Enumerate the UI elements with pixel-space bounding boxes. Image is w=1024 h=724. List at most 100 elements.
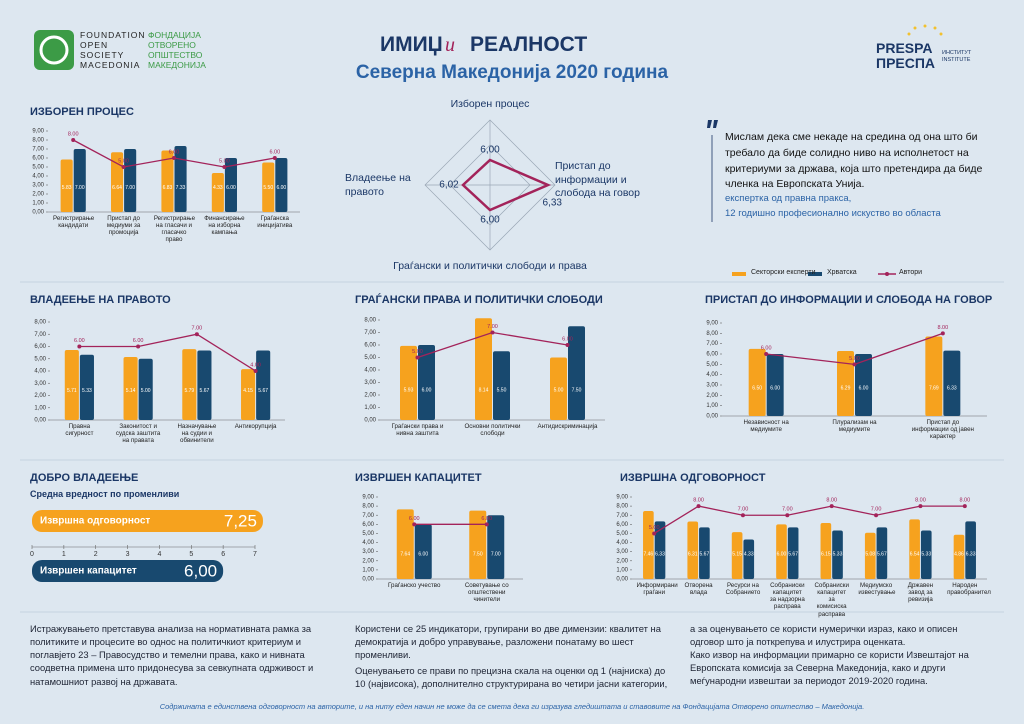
bar — [174, 146, 187, 212]
y-tick-label: 4,00 — [616, 540, 628, 546]
line-point — [852, 362, 857, 367]
bar — [123, 357, 138, 420]
y-tick-label: 4,00 — [706, 372, 718, 378]
line-point — [829, 504, 834, 509]
y-tick-label: 0,00 — [616, 577, 628, 583]
y-tick-label: 5,00 — [364, 355, 376, 361]
bar-value-label: 5.14 — [126, 388, 136, 394]
y-tick-label: 2,00 — [362, 558, 374, 564]
bar — [832, 530, 843, 579]
y-tick-label: 2,00 — [364, 393, 376, 399]
chart-title: ДОБРО ВЛАДЕЕЊЕ — [30, 472, 139, 484]
bar-value-label: 5.67 — [700, 552, 710, 558]
y-tick-label: 8,00 — [34, 320, 46, 326]
bar — [64, 350, 79, 420]
radar-value-label: 6,00 — [480, 145, 500, 156]
bar — [654, 521, 666, 579]
bar — [197, 350, 212, 420]
line-point — [740, 513, 745, 518]
line-point — [121, 165, 126, 169]
bar — [493, 351, 510, 420]
bar-value-label: 6.29 — [841, 385, 851, 391]
line-value-label: 7.00 — [871, 507, 882, 513]
x-tick-label: 5 — [189, 551, 193, 558]
logo-right-mk: ПРЕСПА — [876, 55, 936, 71]
line-point — [172, 156, 176, 160]
bar-value-label: 5.67 — [200, 388, 210, 394]
bar-value-label: 5.33 — [833, 552, 843, 558]
line-point — [484, 522, 489, 527]
chart-title: ПРИСТАП ДО ИНФОРМАЦИИ И СЛОБОДА НА ГОВОР — [705, 294, 993, 306]
line-value-label: 7.00 — [782, 507, 793, 513]
x-tick-label: Граѓански права и нивна заштита — [391, 423, 444, 438]
bar-value-label: 5.71 — [67, 388, 77, 394]
y-tick-label: 9,00 — [706, 321, 718, 327]
line-point — [565, 343, 570, 347]
line-value-label: 6.00 — [481, 516, 492, 522]
line — [79, 333, 256, 372]
x-tick-label: Отворена влада — [684, 582, 713, 597]
line-value-label: 8.00 — [959, 498, 970, 504]
y-tick-label: 5,00 — [706, 362, 718, 368]
footer-col2b: Оценувањето се прави по прецизна скала н… — [355, 665, 668, 690]
bar-value-label: 5.00 — [141, 388, 151, 394]
bar-value-label: 4.33 — [213, 185, 223, 191]
bar — [550, 357, 567, 420]
y-tick-label: 3,00 — [362, 549, 374, 555]
quote-author-detail: 12 годишно професионално искуство во обл… — [725, 208, 941, 219]
line-value-label: 5.00 — [118, 158, 129, 164]
bar — [876, 527, 888, 579]
y-tick-label: 5,00 — [34, 356, 46, 362]
line-value-label: 8.00 — [693, 498, 704, 504]
bar — [687, 521, 699, 579]
y-tick-label: 6,00 — [364, 343, 376, 349]
y-tick-label: 3,00 — [364, 380, 376, 386]
y-tick-label: 7,00 — [616, 513, 628, 519]
bar-value-label: 5.33 — [82, 388, 92, 394]
y-tick-label: 3,00 — [32, 183, 44, 189]
y-tick-label: 0,00 — [32, 210, 44, 216]
chart-title: ИЗВРШНА ОДГОВОРНОСТ — [620, 472, 766, 484]
line-point — [272, 156, 277, 160]
logo-inst-mk: ИНСТИТУТ — [942, 50, 972, 56]
bar — [475, 318, 492, 420]
bar — [400, 345, 417, 420]
bar-value-label: 6.15 — [821, 552, 831, 558]
y-tick-label: 9,00 — [362, 495, 374, 501]
line-value-label: 8.00 — [68, 131, 79, 137]
bar — [73, 149, 86, 212]
y-tick-label: 6,00 — [32, 156, 44, 162]
radar-category: Изборен процес — [450, 98, 530, 110]
x-tick-label: Собраниски капацитет за комисиска распра… — [814, 582, 849, 618]
y-tick-label: 1,00 — [706, 403, 718, 409]
y-tick-label: 7,00 — [32, 147, 44, 153]
x-tick-label: Ресурси на Собранието — [725, 582, 761, 597]
line-value-label: 8.00 — [826, 498, 837, 504]
y-tick-label: 7,00 — [706, 341, 718, 347]
x-tick-label: Назначување на судии и обвинители — [177, 423, 217, 445]
line-value-label: 6.00 — [74, 338, 85, 344]
bar — [568, 326, 585, 420]
footer-col1: Истражувањето претставува анализа на нор… — [30, 623, 314, 687]
x-tick-label: Пристап до медиуми за промоција — [106, 215, 141, 237]
bar — [161, 150, 174, 212]
bar-value-label: 6.64 — [112, 185, 122, 191]
y-tick-label: 4,00 — [32, 174, 44, 180]
y-tick-label: 2,00 — [32, 192, 44, 198]
x-tick-label: 1 — [62, 551, 66, 558]
radar-series — [461, 158, 552, 212]
bar-value-label: 7.33 — [176, 185, 186, 191]
bar-value-label: 4.33 — [744, 552, 754, 558]
logo-en: MACEDONIA — [80, 60, 141, 70]
bar — [32, 510, 263, 532]
bar-value-label: 5.50 — [263, 185, 273, 191]
bar-value-label: 7.64 — [400, 552, 410, 558]
x-tick-label: 6 — [221, 551, 225, 558]
x-tick-label: Законитост и судска заштита на правата — [115, 423, 161, 445]
legend-label: Секторски експерти — [751, 269, 816, 276]
logo-en: OPEN — [80, 40, 109, 50]
radar-value-label: 6,02 — [439, 180, 459, 191]
title-and: и — [445, 34, 455, 56]
